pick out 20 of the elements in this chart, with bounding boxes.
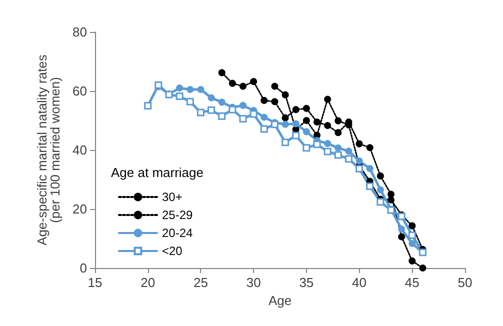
- y-tick-label: 60: [72, 84, 87, 98]
- y-axis-title: Age-specific marital natality rates (per 100 married women): [34, 54, 63, 246]
- x-tick-label: 45: [404, 275, 420, 290]
- x-tick-label: 35: [299, 275, 314, 290]
- x-tick-label: 50: [458, 275, 472, 290]
- y-tick-label: 40: [72, 142, 87, 158]
- legend-title: Age at marriage: [111, 165, 204, 180]
- x-tick-label: 30: [246, 275, 261, 290]
- y-tick-label: 80: [72, 24, 87, 40]
- x-tick-label: 40: [352, 275, 367, 290]
- legend-label: 25-29: [162, 208, 194, 222]
- y-tick-label: 20: [72, 202, 87, 216]
- legend-label: <20: [162, 244, 183, 258]
- x-tick-label: 15: [88, 275, 102, 290]
- x-axis-title: Age: [268, 292, 292, 308]
- legend-label: 20-24: [162, 226, 194, 240]
- x-tick-label: 25: [193, 275, 208, 290]
- x-tick-label: 20: [140, 275, 156, 290]
- legend-label: 30+: [162, 190, 182, 204]
- y-tick-label: 0: [80, 260, 87, 276]
